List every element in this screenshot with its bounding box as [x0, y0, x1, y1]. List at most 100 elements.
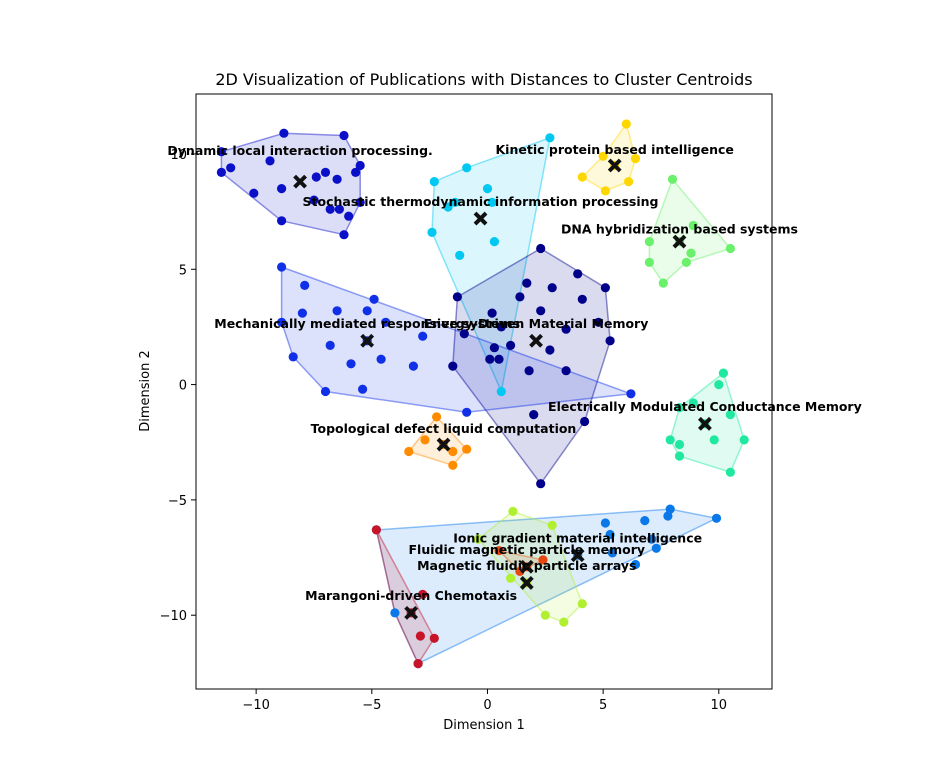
data-point-5-16 [462, 407, 472, 417]
data-point-2-9 [489, 237, 499, 247]
data-point-11-2 [429, 633, 439, 643]
x-tick-label: 0 [483, 698, 491, 713]
data-point-9-0 [538, 555, 548, 565]
plot-area-frame [195, 93, 773, 690]
data-point-6-7 [665, 435, 675, 445]
data-point-7-4 [462, 444, 472, 454]
data-point-11-0 [418, 589, 428, 600]
data-point-4-5 [577, 294, 587, 304]
data-point-5-7 [381, 317, 391, 327]
data-point-4-3 [573, 269, 583, 279]
cluster-centroids [293, 158, 712, 620]
data-point-4-13 [605, 336, 615, 346]
centroid-x-icon [570, 548, 585, 563]
data-point-4-17 [494, 354, 504, 364]
data-point-5-9 [325, 340, 335, 350]
data-point-0-0 [216, 147, 226, 157]
centroid-marker-3 [672, 234, 687, 249]
y-tick-label: −5 [168, 494, 187, 509]
cluster-label-0: Dynamic local interaction processing. [167, 143, 432, 158]
data-point-1-3 [600, 186, 611, 196]
data-point-2-4 [450, 197, 460, 207]
centroid-x-icon [529, 333, 543, 348]
data-point-0-5 [279, 128, 289, 138]
data-point-2-2 [429, 177, 439, 187]
cluster-hull-8 [375, 508, 719, 665]
data-point-0-6 [339, 130, 349, 141]
data-point-2-1 [462, 163, 472, 173]
data-point-4-25 [536, 479, 546, 489]
data-point-4-12 [593, 317, 604, 327]
data-point-5-6 [369, 294, 379, 304]
data-point-8-2 [663, 511, 673, 521]
data-point-8-9 [607, 548, 618, 558]
data-point-6-1 [714, 380, 724, 390]
data-point-7-0 [432, 412, 442, 422]
centroid-marker-9 [519, 559, 534, 574]
y-tick-label: −10 [160, 609, 187, 624]
data-point-3-5 [681, 257, 692, 267]
x-tick-label: −10 [242, 698, 269, 713]
centroid-x-icon [404, 605, 419, 620]
centroid-marker-5 [360, 333, 375, 348]
data-point-10-3 [506, 573, 516, 583]
data-point-4-18 [485, 354, 495, 364]
data-point-3-0 [667, 174, 678, 184]
data-point-11-4 [413, 659, 423, 669]
data-point-1-2 [577, 172, 587, 182]
data-point-10-4 [577, 599, 587, 609]
data-point-4-23 [580, 416, 590, 427]
data-point-2-3 [482, 184, 493, 194]
cluster-label-2: Stochastic thermodynamic information pro… [303, 194, 659, 209]
cluster-hulls [220, 122, 745, 666]
data-point-10-1 [547, 520, 557, 530]
data-point-4-4 [600, 283, 611, 293]
data-point-2-7 [427, 227, 437, 237]
data-points [216, 119, 749, 669]
y-tick-label: 0 [179, 379, 187, 394]
cluster-label-10: Magnetic fluidic particle arrays [417, 558, 636, 573]
data-point-3-6 [686, 248, 696, 258]
data-point-4-0 [536, 243, 546, 254]
data-point-4-6 [515, 292, 525, 302]
data-point-5-1 [300, 280, 310, 290]
data-point-8-5 [600, 518, 611, 528]
data-point-3-4 [644, 257, 655, 267]
cluster-label-3: DNA hybridization based systems [561, 222, 798, 237]
x-axis-label: Dimension 1 [443, 718, 525, 733]
x-axis-ticks: −10 −5 0 5 10 [242, 689, 727, 713]
data-point-6-2 [688, 398, 698, 408]
data-point-6-8 [674, 439, 685, 450]
data-point-3-7 [658, 278, 668, 288]
cluster-label-9: Fluidic magnetic particle memory [409, 542, 646, 557]
data-point-0-2 [226, 163, 236, 173]
data-point-5-17 [626, 389, 636, 399]
centroid-marker-6 [698, 416, 712, 431]
cluster-label-8: Ionic gradient material intelligence [453, 531, 702, 546]
data-point-2-6 [487, 197, 497, 207]
centroid-marker-4 [529, 333, 543, 348]
data-point-3-2 [688, 220, 698, 231]
centroid-marker-0 [293, 174, 308, 189]
data-point-5-15 [358, 384, 368, 394]
chart-title: 2D Visualization of Publications with Di… [215, 70, 752, 89]
centroid-marker-1 [607, 158, 622, 173]
data-point-10-0 [508, 506, 518, 516]
data-point-5-0 [277, 262, 287, 272]
data-point-0-17 [355, 197, 365, 207]
cluster-hull-4 [452, 247, 611, 485]
data-point-4-10 [452, 292, 462, 302]
data-point-8-7 [647, 534, 657, 544]
data-point-4-21 [524, 366, 534, 376]
data-point-10-6 [540, 610, 550, 620]
data-point-6-9 [674, 451, 685, 461]
centroid-x-icon [672, 234, 687, 249]
data-point-0-14 [325, 204, 335, 214]
data-point-11-3 [371, 525, 381, 535]
centroid-x-icon [436, 437, 451, 452]
data-point-2-8 [455, 250, 465, 260]
centroid-x-icon [519, 559, 534, 574]
data-point-0-10 [320, 167, 331, 177]
data-point-11-1 [415, 631, 425, 641]
